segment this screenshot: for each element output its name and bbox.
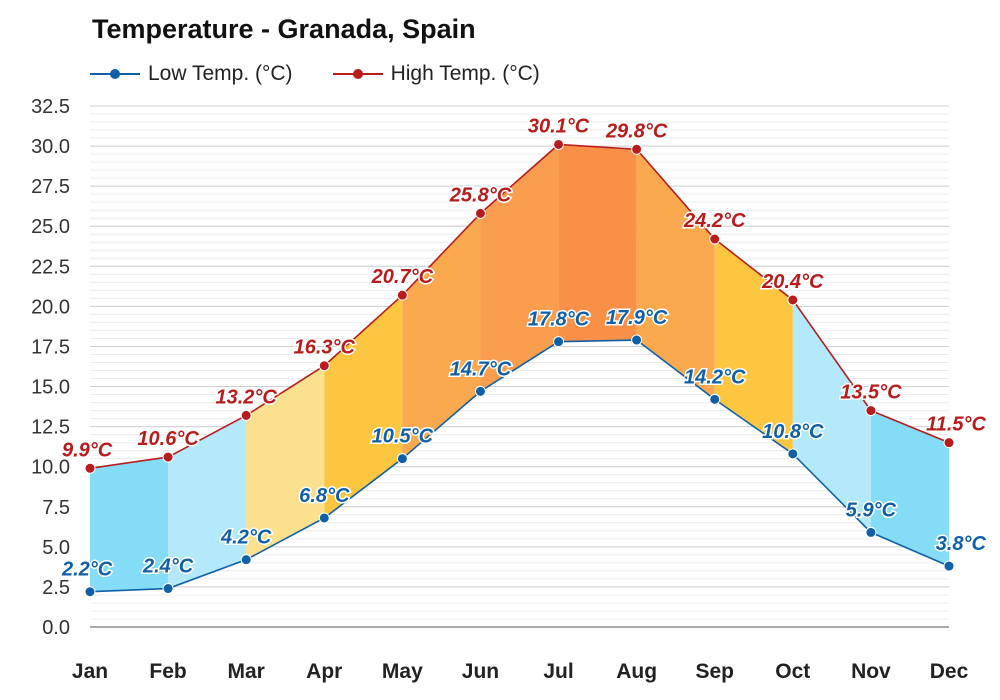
high-temp-point <box>787 294 799 306</box>
x-tick-label: Apr <box>306 660 342 683</box>
y-tick-label: 10.0 <box>31 457 70 479</box>
x-tick-label: Jul <box>543 660 573 683</box>
x-tick-label: Jan <box>72 660 108 683</box>
y-tick-label: 12.5 <box>31 417 70 439</box>
low-temp-point <box>865 526 877 538</box>
high-temp-point <box>865 405 877 417</box>
temperature-band <box>246 365 325 560</box>
low-temp-data-label: 2.2°C <box>61 559 113 581</box>
high-temp-data-label: 24.2°C <box>683 210 746 232</box>
low-temp-data-label: 17.8°C <box>528 309 590 331</box>
x-tick-label: Sep <box>695 660 734 683</box>
legend-label-low: Low Temp. (°C) <box>148 62 293 85</box>
x-tick-label: Jun <box>462 660 499 683</box>
x-tick-label: May <box>382 660 423 683</box>
temperature-band <box>324 295 403 518</box>
high-temp-data-label: 13.2°C <box>215 386 277 408</box>
high-temp-data-label: 20.7°C <box>371 266 434 288</box>
temperature-band <box>636 149 715 400</box>
temperature-band <box>714 239 793 454</box>
legend-item-low[interactable]: Low Temp. (°C) <box>90 62 293 86</box>
y-tick-label: 25.0 <box>31 216 70 238</box>
low-temp-point <box>709 393 721 405</box>
high-temp-data-label: 16.3°C <box>294 337 356 359</box>
low-temp-point <box>162 583 174 595</box>
high-temp-data-label: 10.6°C <box>137 428 199 450</box>
high-temp-data-label: 25.8°C <box>449 184 512 206</box>
low-temp-point <box>396 453 408 465</box>
high-temp-point <box>162 451 174 463</box>
high-temp-data-label: 20.4°C <box>761 271 824 293</box>
high-temp-point <box>553 138 565 150</box>
chart-title: Temperature - Granada, Spain <box>92 14 476 44</box>
y-tick-label: 15.0 <box>31 377 70 399</box>
high-temp-point <box>396 289 408 301</box>
low-temp-point <box>84 586 96 598</box>
legend-label-high: High Temp. (°C) <box>390 62 540 85</box>
x-tick-label: Oct <box>775 660 810 683</box>
low-temp-point <box>553 336 565 348</box>
high-temp-data-label: 11.5°C <box>926 414 986 436</box>
high-temp-data-label: 13.5°C <box>840 382 902 404</box>
low-temp-point <box>318 512 330 524</box>
temperature-band <box>480 144 559 392</box>
x-tick-label: Nov <box>851 660 891 683</box>
low-temp-data-label: 3.8°C <box>936 533 987 555</box>
low-temp-data-label: 10.5°C <box>372 426 434 448</box>
y-tick-label: 30.0 <box>31 136 70 158</box>
low-temp-line <box>89 339 950 593</box>
high-temp-point <box>318 360 330 372</box>
high-temp-line <box>89 143 950 470</box>
low-temp-point <box>943 560 955 572</box>
temperature-band <box>90 457 169 592</box>
x-tick-label: Feb <box>149 660 186 683</box>
high-temp-data-label: 9.9°C <box>62 439 113 461</box>
high-temp-data-label: 29.8°C <box>605 120 668 142</box>
low-temp-data-label: 5.9°C <box>846 499 897 521</box>
low-temp-point <box>240 554 252 566</box>
y-tick-label: 27.5 <box>31 176 70 198</box>
legend-low-marker-icon <box>90 69 140 79</box>
y-tick-label: 22.5 <box>31 256 70 278</box>
temperature-band <box>870 410 949 567</box>
x-tick-label: Dec <box>930 660 969 683</box>
x-tick-label: Aug <box>616 660 657 683</box>
high-temp-data-label: 30.1°C <box>528 115 590 137</box>
y-tick-label: 5.0 <box>42 537 70 559</box>
y-tick-label: 7.5 <box>42 497 70 519</box>
low-temp-data-label: 4.2°C <box>220 527 272 549</box>
low-temp-data-label: 14.7°C <box>450 358 512 380</box>
legend-high-marker-icon <box>332 69 383 79</box>
legend-item-high[interactable]: High Temp. (°C) <box>332 62 540 86</box>
low-temp-data-label: 17.9°C <box>606 307 668 329</box>
low-temp-point <box>474 385 486 397</box>
low-temp-data-label: 6.8°C <box>299 485 350 507</box>
low-temp-data-label: 10.8°C <box>762 421 824 443</box>
low-temp-point <box>631 334 643 346</box>
low-temp-point <box>787 448 799 460</box>
temperature-band <box>558 144 637 342</box>
y-tick-label: 17.5 <box>31 336 70 358</box>
legend: Low Temp. (°C) High Temp. (°C) <box>90 60 580 88</box>
low-temp-data-label: 2.4°C <box>142 556 194 578</box>
high-temp-point <box>84 462 96 474</box>
high-temp-point <box>631 143 643 155</box>
high-temp-point <box>709 233 721 245</box>
high-temp-point <box>240 409 252 421</box>
high-temp-point <box>943 437 955 449</box>
x-tick-label: Mar <box>228 660 265 683</box>
high-temp-point <box>474 207 486 219</box>
y-tick-label: 0.0 <box>42 617 70 639</box>
y-tick-label: 2.5 <box>42 577 70 599</box>
temperature-band <box>792 299 871 533</box>
low-temp-data-label: 14.2°C <box>684 366 746 388</box>
y-tick-label: 32.5 <box>31 96 70 118</box>
y-tick-label: 20.0 <box>31 296 70 318</box>
temperature-band <box>168 415 247 589</box>
